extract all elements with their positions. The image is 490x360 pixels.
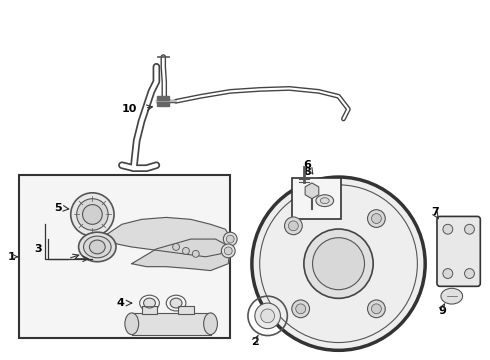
Circle shape <box>71 193 114 236</box>
Circle shape <box>368 300 385 318</box>
Circle shape <box>371 304 381 314</box>
Circle shape <box>313 238 365 290</box>
Text: 1: 1 <box>8 252 16 262</box>
Bar <box>132 313 211 334</box>
Ellipse shape <box>144 298 155 308</box>
Ellipse shape <box>320 198 329 204</box>
Ellipse shape <box>170 298 182 308</box>
Circle shape <box>285 217 302 235</box>
Circle shape <box>296 304 306 314</box>
Ellipse shape <box>204 313 218 334</box>
Circle shape <box>255 303 280 329</box>
Polygon shape <box>132 239 230 271</box>
Circle shape <box>226 235 234 243</box>
Circle shape <box>292 300 310 318</box>
Circle shape <box>82 204 102 224</box>
Circle shape <box>443 269 453 278</box>
Circle shape <box>224 247 232 255</box>
Text: 4: 4 <box>116 298 124 308</box>
Bar <box>292 178 342 219</box>
Circle shape <box>182 247 189 254</box>
Circle shape <box>289 221 298 231</box>
Circle shape <box>261 309 274 323</box>
FancyBboxPatch shape <box>437 216 480 286</box>
Text: 8: 8 <box>303 167 311 177</box>
Text: 7: 7 <box>431 207 439 217</box>
Ellipse shape <box>90 240 105 254</box>
Ellipse shape <box>83 236 111 258</box>
Text: 6: 6 <box>303 160 311 170</box>
Bar <box>178 306 194 314</box>
Bar <box>142 306 157 314</box>
Ellipse shape <box>316 195 334 207</box>
Ellipse shape <box>78 232 116 262</box>
Text: 10: 10 <box>122 104 138 114</box>
Text: 3: 3 <box>34 244 42 254</box>
Circle shape <box>443 224 453 234</box>
Circle shape <box>252 177 425 350</box>
Circle shape <box>368 210 385 228</box>
Text: 9: 9 <box>438 306 446 316</box>
Text: 5: 5 <box>54 203 62 212</box>
Circle shape <box>371 213 381 224</box>
Circle shape <box>223 232 237 246</box>
Ellipse shape <box>125 313 139 334</box>
Circle shape <box>172 243 179 251</box>
Polygon shape <box>107 217 230 257</box>
Ellipse shape <box>441 288 463 304</box>
Text: 2: 2 <box>251 337 259 347</box>
Circle shape <box>304 229 373 298</box>
Bar <box>157 102 169 106</box>
Circle shape <box>76 199 108 230</box>
Circle shape <box>465 224 474 234</box>
Circle shape <box>465 269 474 278</box>
Bar <box>157 96 169 100</box>
Circle shape <box>193 251 199 257</box>
Circle shape <box>221 244 235 258</box>
Bar <box>19 175 230 338</box>
